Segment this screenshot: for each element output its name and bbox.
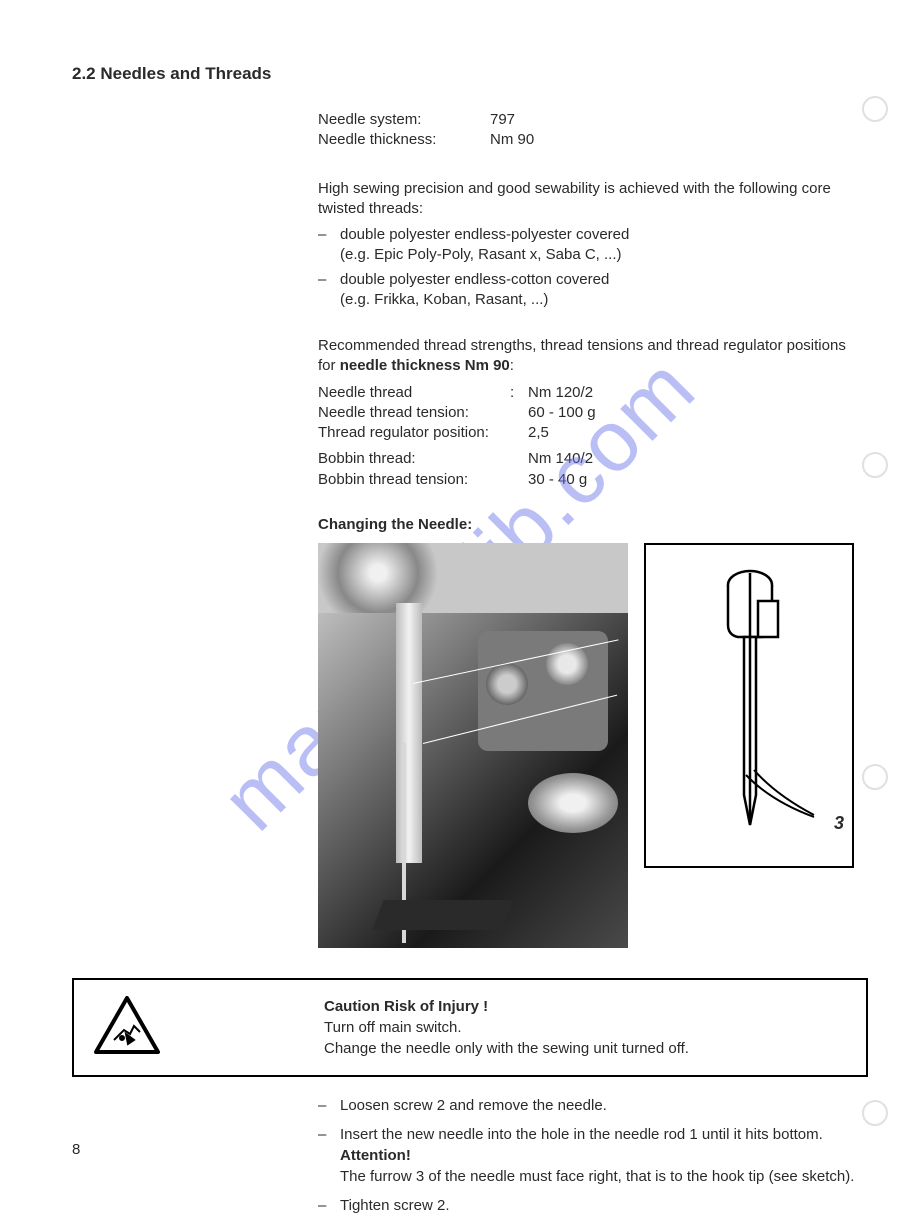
step-text: Tighten screw 2. <box>340 1195 858 1216</box>
spec-value: 797 <box>490 110 515 130</box>
recommendation-intro: Recommended thread strengths, thread ten… <box>318 336 848 377</box>
caution-box: Caution Risk of Injury ! Turn off main s… <box>72 978 868 1077</box>
list-item: – double polyester endless-cotton covere… <box>318 270 848 311</box>
param-label: Needle thread tension: <box>318 403 510 423</box>
binder-hole <box>862 764 888 790</box>
dash-icon: – <box>318 225 340 266</box>
step-text: Loosen screw 2 and remove the needle. <box>340 1095 858 1116</box>
callout-label: 3 <box>834 813 844 834</box>
dash-icon: – <box>318 1195 340 1216</box>
spec-table: Needle system: 797 Needle thickness: Nm … <box>318 110 848 151</box>
spec-label: Needle thickness: <box>318 130 490 150</box>
dash-icon: – <box>318 270 340 311</box>
page-number: 8 <box>72 1141 80 1158</box>
list-item: – Tighten screw 2. <box>318 1195 858 1216</box>
list-line: (e.g. Epic Poly-Poly, Rasant x, Saba C, … <box>340 245 848 265</box>
dash-icon: – <box>318 1124 340 1187</box>
caution-line: Change the needle only with the sewing u… <box>324 1038 689 1059</box>
attention-label: Attention! <box>340 1147 411 1164</box>
intro-paragraph: High sewing precision and good sewabilit… <box>318 179 848 220</box>
spec-label: Needle system: <box>318 110 490 130</box>
rec-bold: needle thickness Nm 90 <box>340 357 510 374</box>
list-line: double polyester endless-cotton covered <box>340 270 848 290</box>
param-value: 60 - 100 g <box>528 403 596 423</box>
rec-colon: : <box>510 357 514 374</box>
param-sep: : <box>510 383 528 403</box>
section-heading: 2.2 Needles and Threads <box>72 64 868 84</box>
needle-diagram-icon <box>646 545 856 870</box>
step-text: Insert the new needle into the hole in t… <box>340 1124 858 1145</box>
binder-hole <box>862 96 888 122</box>
params-table: Needle thread:Nm 120/2 Needle thread ten… <box>318 383 848 490</box>
param-label: Bobbin thread: <box>318 449 510 469</box>
list-item: – double polyester endless-polyester cov… <box>318 225 848 266</box>
param-label: Bobbin thread tension: <box>318 470 510 490</box>
list-line: double polyester endless-polyester cover… <box>340 225 848 245</box>
param-value: 30 - 40 g <box>528 470 587 490</box>
list-line: (e.g. Frikka, Koban, Rasant, ...) <box>340 290 848 310</box>
caution-line: Turn off main switch. <box>324 1017 689 1038</box>
caution-title: Caution Risk of Injury ! <box>324 996 689 1017</box>
binder-hole <box>862 452 888 478</box>
steps-list: – Loosen screw 2 and remove the needle. … <box>318 1095 858 1216</box>
list-item: – Insert the new needle into the hole in… <box>318 1124 858 1187</box>
list-item: – Loosen screw 2 and remove the needle. <box>318 1095 858 1116</box>
photo-figure: 1 2 <box>318 543 628 948</box>
param-value: 2,5 <box>528 423 549 443</box>
step-text: The furrow 3 of the needle must face rig… <box>340 1166 858 1187</box>
spec-value: Nm 90 <box>490 130 534 150</box>
figure-row: 1 2 3 <box>318 543 868 948</box>
dash-icon: – <box>318 1095 340 1116</box>
param-label: Needle thread <box>318 383 510 403</box>
param-value: Nm 140/2 <box>528 449 593 469</box>
param-value: Nm 120/2 <box>528 383 593 403</box>
param-label: Thread regulator position: <box>318 423 528 443</box>
warning-icon <box>94 996 164 1058</box>
diagram-figure: 3 <box>644 543 854 868</box>
subheading: Changing the Needle: <box>318 516 848 533</box>
thread-list: – double polyester endless-polyester cov… <box>318 225 848 310</box>
binder-hole <box>862 1100 888 1126</box>
